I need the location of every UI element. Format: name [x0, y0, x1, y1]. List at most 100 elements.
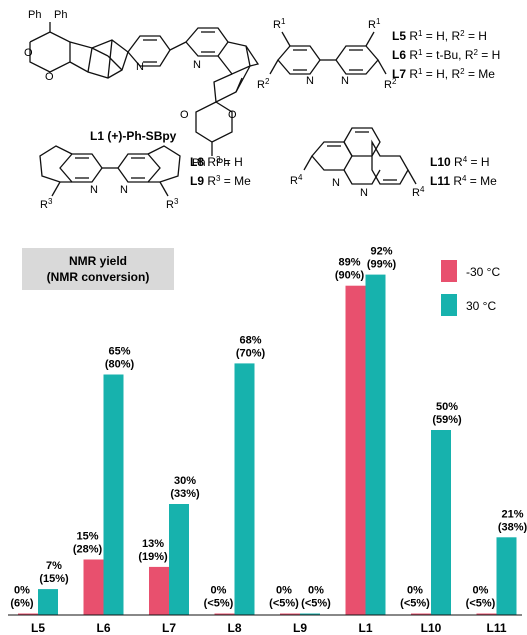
l1-ph-label: Ph: [192, 157, 205, 169]
ligand-definition-l5: L5 R1 = H, R2 = H: [392, 29, 487, 43]
bar-l1-series-0: [345, 285, 366, 615]
l1-nitrogen-label: N: [136, 61, 144, 73]
l1-caption: L1 (+)-Ph-SBpy: [90, 129, 177, 143]
bar-l10-series-0: [411, 613, 431, 615]
phen-structure: [303, 127, 417, 185]
ligand-definition-l9: L9 R3 = Me: [190, 174, 251, 188]
l1-structure: [29, 22, 260, 156]
conversion-label-l9-series-0: (<5%): [269, 598, 299, 610]
conversion-label-l5-series-1: (15%): [39, 573, 69, 585]
cp-definitions: L8 R3 = H L9 R3 = Me: [190, 155, 251, 188]
yield-label-l1-series-1: 92%: [370, 246, 392, 258]
yield-label-l8-series-1: 68%: [239, 334, 261, 346]
bpy-r2-label: R2: [384, 77, 397, 91]
bpy-definitions: L5 R1 = H, R2 = H L6 R1 = t-Bu, R2 = H L7 …: [392, 29, 500, 81]
yield-label-l8-series-0: 0%: [211, 585, 227, 597]
bpy-r1-label: R1: [368, 17, 381, 31]
bar-l8-series-0: [214, 613, 235, 615]
note-line-1: NMR yield: [69, 254, 127, 268]
conversion-label-l1-series-1: (99%): [367, 259, 397, 271]
l1-nitrogen-label: N: [193, 59, 201, 71]
l1-oxygen-label: O: [24, 47, 33, 59]
conversion-label-l9-series-1: (<5%): [301, 598, 331, 610]
note-box-bg: [22, 248, 174, 290]
cp-r3-label: R3: [166, 197, 179, 211]
phen-definitions: L10 R4 = H L11 R4 = Me: [430, 155, 497, 188]
bar-l5-series-0: [18, 613, 38, 615]
yield-label-l5-series-0: 0%: [14, 585, 30, 597]
legend-label-1: 30 °C: [466, 299, 496, 313]
yield-label-l9-series-1: 0%: [308, 585, 324, 597]
bar-l9-series-0: [280, 613, 300, 615]
yield-label-l11-series-0: 0%: [473, 585, 489, 597]
phen-nitrogen-label: N: [332, 177, 340, 189]
yield-label-l10-series-0: 0%: [407, 585, 423, 597]
conversion-label-l11-series-0: (<5%): [466, 598, 496, 610]
bpy-structure: [269, 31, 387, 75]
bpy-labels: R1 R1 R2 R2 N N: [257, 17, 397, 91]
phen-r4-label: R4: [412, 185, 425, 199]
legend-swatch-1: [441, 294, 457, 316]
yield-label-l10-series-1: 50%: [436, 401, 458, 413]
l1-ph-label: Ph: [28, 9, 41, 21]
cp-labels: R3 R3 N N: [40, 184, 179, 211]
yield-label-l7-series-1: 30%: [174, 475, 196, 487]
l1-atom-labels: Ph Ph O O N N O O Ph Ph L1 (+)-Ph-SBpy: [24, 9, 237, 169]
bar-l6-series-1: [103, 374, 124, 615]
x-tick-label-l10: L10: [421, 621, 442, 635]
bpy-r1-label: R1: [273, 17, 286, 31]
x-tick-label-l9: L9: [293, 621, 307, 635]
bar-l8-series-1: [234, 363, 255, 615]
conversion-label-l6-series-0: (28%): [73, 544, 103, 556]
l1-oxygen-label: O: [180, 109, 189, 121]
bar-l7-series-1: [169, 504, 189, 615]
conversion-label-l6-series-1: (80%): [105, 359, 135, 371]
cp-r3-label: R3: [40, 197, 53, 211]
bar-l11-series-0: [476, 613, 497, 615]
x-tick-label-l11: L11: [486, 621, 506, 635]
bpy-r2-label: R2: [257, 77, 270, 91]
x-tick-label-l6: L6: [96, 621, 110, 635]
yield-label-l5-series-1: 7%: [46, 560, 62, 572]
x-tick-labels: L5 L6 L7 L8 L9 L1 L10 L11: [31, 621, 507, 635]
phen-labels: R4 R4 N N: [290, 173, 425, 199]
cp-nitrogen-label: N: [90, 184, 98, 196]
bar-l11-series-1: [496, 537, 517, 615]
bar-l7-series-0: [149, 566, 169, 615]
x-tick-label-l8: L8: [227, 621, 241, 635]
ligand-definition-l7: L7 R1 = H, R2 = Me: [392, 67, 495, 81]
legend: -30 °C 30 °C: [441, 260, 500, 316]
x-tick-label-l1: L1: [358, 621, 372, 635]
yield-label-l6-series-1: 65%: [108, 346, 130, 358]
ligand-definition-l6: L6 R1 = t-Bu, R2 = H: [392, 48, 500, 62]
conversion-label-l8-series-0: (<5%): [204, 598, 234, 610]
ligand-definition-l11: L11 R4 = Me: [430, 174, 497, 188]
l1-ph-label: Ph: [54, 9, 67, 21]
note-line-2: (NMR conversion): [47, 270, 150, 284]
bar-series: [18, 274, 517, 615]
yield-label-l7-series-0: 13%: [142, 538, 164, 550]
phen-r4-label: R4: [290, 173, 303, 187]
bar-l9-series-1: [300, 613, 320, 615]
note-box: NMR yield (NMR conversion): [22, 248, 174, 290]
cp-structure: [39, 145, 181, 197]
x-tick-label-l5: L5: [31, 621, 45, 635]
yield-label-l9-series-0: 0%: [276, 585, 292, 597]
bar-l5-series-1: [38, 589, 58, 615]
bar-l1-series-1: [365, 274, 386, 615]
bpy-nitrogen-label: N: [306, 75, 314, 87]
yield-label-l6-series-0: 15%: [76, 531, 98, 543]
conversion-label-l7-series-0: (19%): [138, 551, 168, 563]
ligand-definition-l8: L8 R3 = H: [190, 155, 243, 169]
yield-label-l1-series-0: 89%: [338, 257, 360, 269]
conversion-label-l10-series-1: (59%): [432, 414, 462, 426]
yield-label-l11-series-1: 21%: [501, 508, 523, 520]
l1-oxygen-label: O: [45, 71, 54, 83]
bar-l6-series-0: [83, 559, 104, 615]
conversion-label-l1-series-0: (90%): [335, 270, 365, 282]
conversion-label-l11-series-1: (38%): [498, 521, 527, 533]
ligand-definition-l10: L10 R4 = H: [430, 155, 489, 169]
bpy-nitrogen-label: N: [341, 75, 349, 87]
phen-nitrogen-label: N: [360, 187, 368, 199]
